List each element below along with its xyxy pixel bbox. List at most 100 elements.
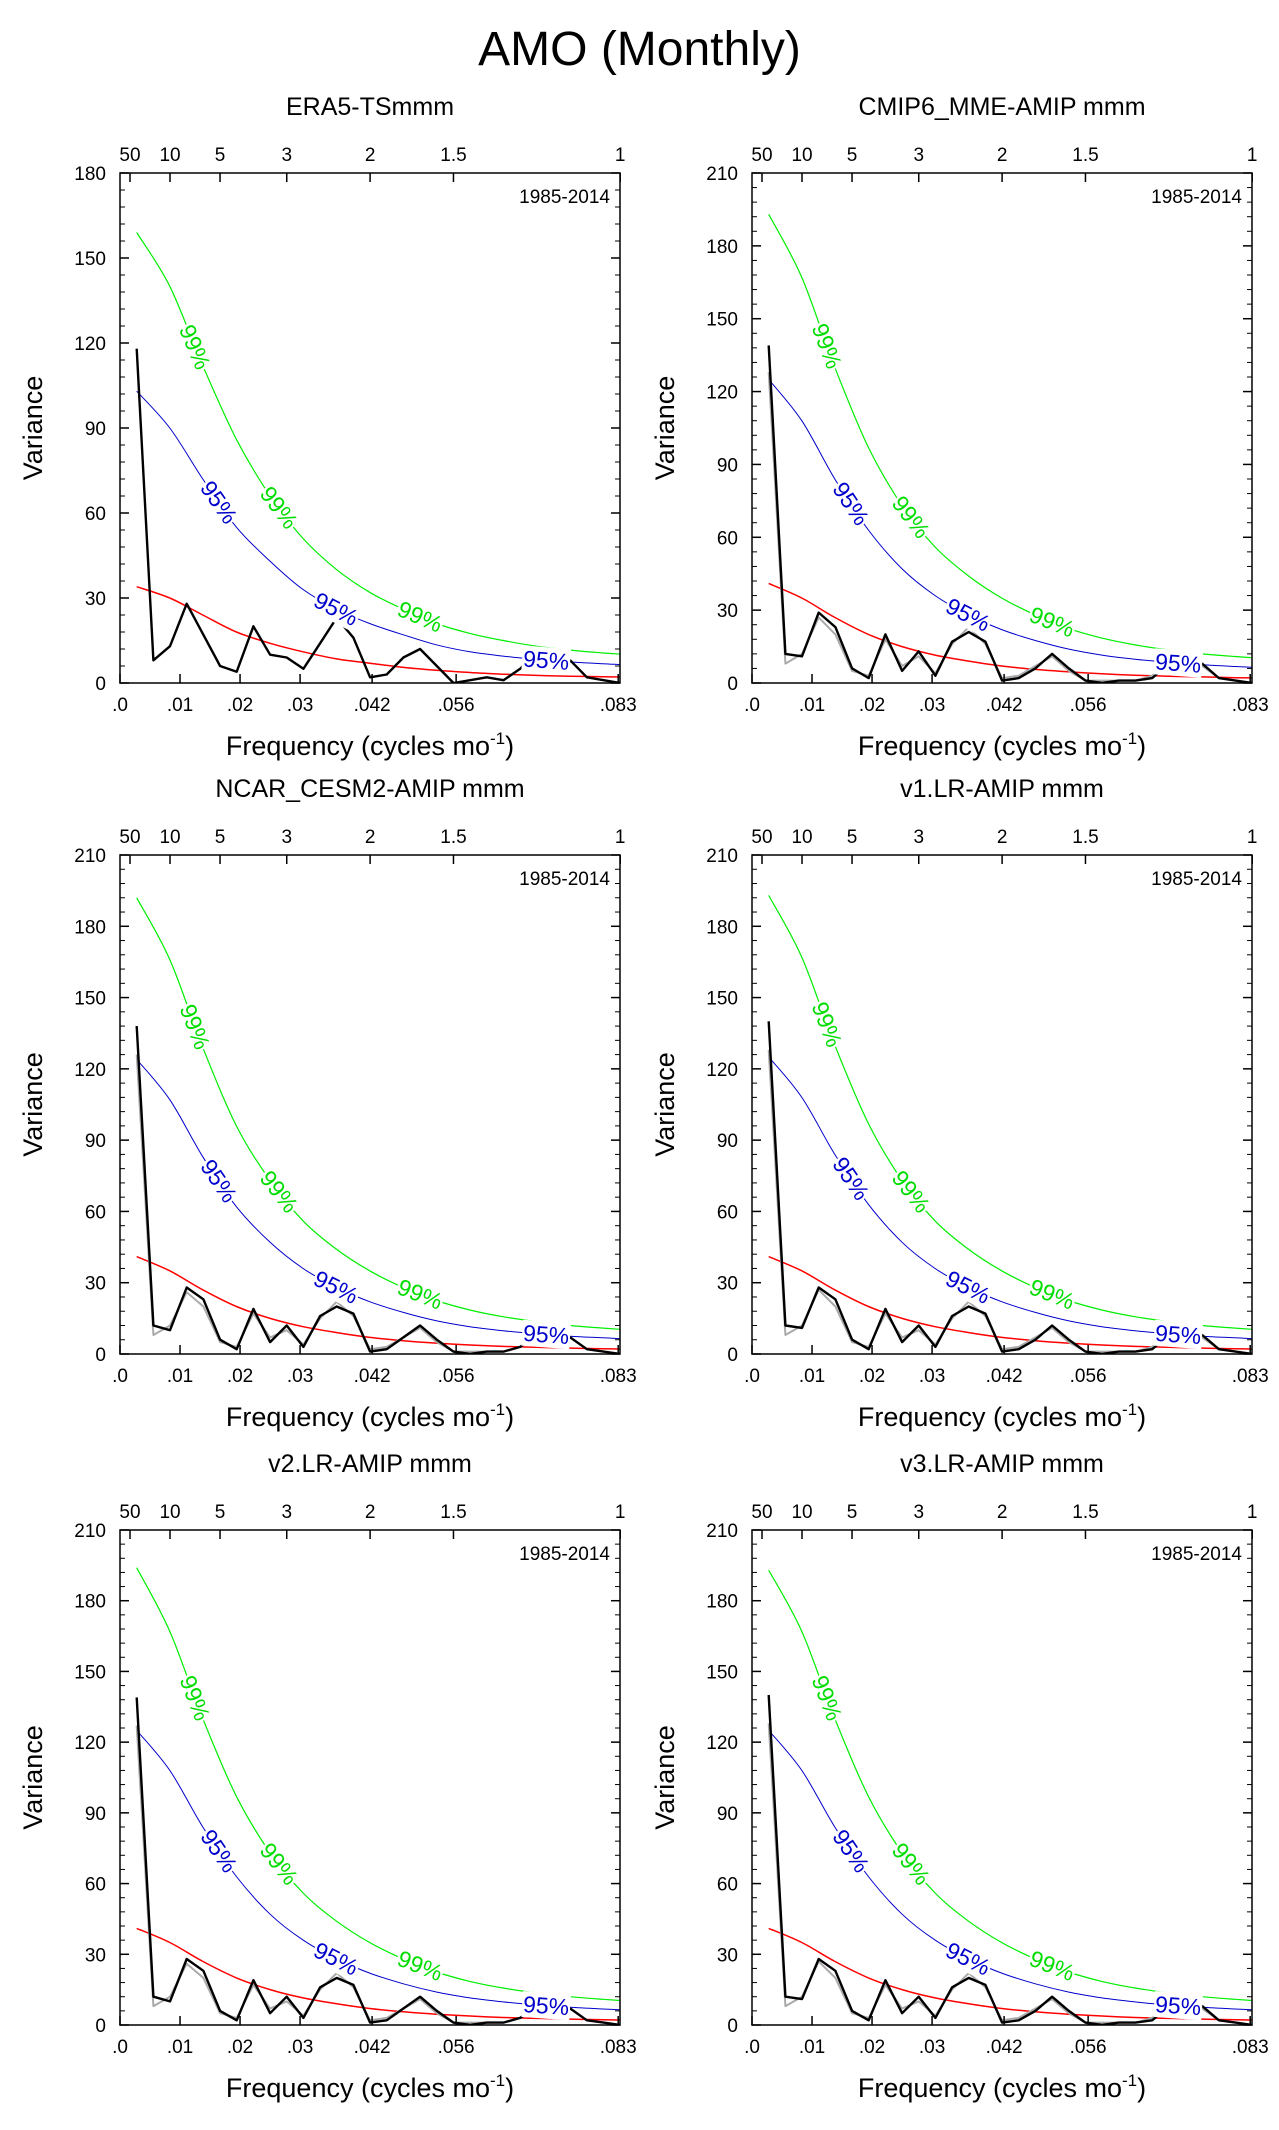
y-tick-label: 120 — [74, 1733, 106, 1754]
panel-title: v3.LR-AMIP mmm — [900, 1450, 1104, 1478]
y-tick-label: 0 — [727, 2016, 738, 2037]
plot-frame — [119, 172, 621, 684]
y-tick-label: 180 — [74, 164, 106, 185]
label-99-percent: 99% — [255, 1165, 304, 1217]
panel-title: NCAR_CESM2-AMIP mmm — [215, 775, 524, 803]
y-tick-label: 30 — [85, 589, 106, 610]
x-axis-label: Frequency (cycles mo-1) — [858, 729, 1146, 761]
label-99-percent: 99% — [1026, 1274, 1078, 1315]
label-99-percent: 99% — [394, 596, 447, 638]
x-tick-label: .02 — [859, 1366, 885, 1387]
x-tick-label: .0 — [112, 695, 128, 716]
top-tick-label: 10 — [791, 145, 812, 166]
y-axis-label: Variance — [18, 1725, 48, 1830]
curve-label-bg — [806, 319, 848, 374]
panel-title: v1.LR-AMIP mmm — [900, 775, 1104, 803]
x-axis-label-text: Frequency (cycles mo — [226, 2073, 490, 2103]
y-tick-label: 0 — [95, 674, 106, 695]
x-axis-label: Frequency (cycles mo-1) — [858, 2071, 1146, 2103]
top-tick-label: 50 — [751, 827, 772, 848]
top-tick-label: 50 — [119, 1502, 140, 1523]
top-tick-label: 5 — [215, 145, 226, 166]
x-axis-label: Frequency (cycles mo-1) — [226, 2071, 514, 2103]
top-tick-label: 2 — [365, 1502, 376, 1523]
y-tick-label: 0 — [95, 1345, 106, 1366]
curve-label-bg — [886, 1164, 937, 1219]
curve-label-bg — [174, 999, 216, 1054]
x-tick-label: .083 — [1232, 695, 1269, 716]
curve-label-bg — [826, 1823, 876, 1879]
top-tick-label: 3 — [281, 827, 292, 848]
top-tick-label: 1 — [1247, 1502, 1258, 1523]
panel-title: ERA5-TSmmm — [286, 93, 454, 121]
x-tick-label: .03 — [287, 1366, 313, 1387]
panel-3: NCAR_CESM2-AMIP mmm99%99%99%95%95%95%198… — [18, 775, 637, 1432]
label-95-percent: 95% — [1154, 1320, 1202, 1349]
top-tick-label: 10 — [159, 145, 180, 166]
y-axis-label: Variance — [650, 1725, 680, 1830]
curve-label-bg — [1153, 1990, 1204, 2021]
x-tick-label: .03 — [287, 2037, 313, 2058]
y-tick-label: 0 — [727, 674, 738, 695]
label-99-percent: 99% — [887, 491, 936, 543]
curve-label-bg — [826, 476, 876, 531]
label-99-percent: 99% — [807, 998, 848, 1050]
x-tick-label: .042 — [354, 2037, 391, 2058]
panel-title: CMIP6_MME-AMIP mmm — [858, 93, 1145, 121]
y-tick-label: 210 — [74, 846, 106, 867]
series-line-sig99 — [768, 895, 1252, 1330]
period-label: 1985-2014 — [1151, 869, 1242, 890]
top-tick-label: 2 — [997, 1502, 1008, 1523]
curve-label-bg — [194, 475, 244, 530]
top-tick-label: 1 — [615, 145, 626, 166]
y-tick-label: 150 — [706, 989, 738, 1010]
series-line-raw — [135, 1725, 620, 2025]
series-line-sig99 — [136, 1567, 620, 2002]
series-line-sig95 — [768, 1056, 1252, 1340]
x-axis-label-close: ) — [505, 731, 514, 761]
label-99-percent: 99% — [174, 321, 216, 374]
x-axis-label-sup: -1 — [490, 1400, 505, 1419]
x-tick-label: .03 — [919, 695, 945, 716]
y-tick-label: 60 — [717, 1875, 738, 1896]
label-99-percent: 99% — [887, 1165, 936, 1217]
figure-title: AMO (Monthly) — [478, 23, 801, 76]
top-tick-label: 5 — [215, 1502, 226, 1523]
plot-frame — [751, 172, 1253, 684]
label-99-percent: 99% — [175, 1001, 216, 1053]
series-line-spectrum — [767, 1021, 1252, 1354]
panel-6: v3.LR-AMIP mmm99%99%99%95%95%95%1985-201… — [650, 1450, 1269, 2103]
x-tick-label: .042 — [986, 695, 1023, 716]
curve-label-bg — [940, 592, 996, 638]
top-tick-label: 1.5 — [440, 1502, 466, 1523]
y-tick-label: 0 — [727, 1345, 738, 1366]
y-tick-label: 90 — [717, 455, 738, 476]
series-line-sig95 — [768, 379, 1252, 668]
curve-label-bg — [308, 1264, 364, 1310]
curve-label-bg — [254, 480, 304, 535]
curve-label-bg — [886, 1836, 937, 1891]
curve-label-bg — [254, 1836, 305, 1891]
curve-label-bg — [392, 595, 448, 638]
period-label: 1985-2014 — [519, 187, 610, 208]
plot-frame — [119, 854, 621, 1355]
label-99-percent: 99% — [1026, 601, 1078, 642]
series-group — [135, 232, 620, 683]
y-tick-label: 60 — [85, 504, 106, 525]
top-tick-label: 5 — [215, 827, 226, 848]
x-tick-label: .056 — [1070, 695, 1107, 716]
label-95-percent: 95% — [522, 645, 570, 675]
plot-frame — [119, 1529, 621, 2026]
plot-frame — [751, 1529, 1253, 2026]
curve-label-bg — [173, 319, 217, 375]
curve-label-bg — [1025, 1273, 1080, 1316]
top-tick-label: 10 — [159, 1502, 180, 1523]
series-group — [767, 1569, 1252, 2025]
curve-label-bg — [940, 1936, 996, 1982]
x-tick-label: .056 — [438, 2037, 475, 2058]
x-axis-label-sup: -1 — [490, 729, 505, 748]
period-label: 1985-2014 — [519, 869, 610, 890]
top-tick-label: 3 — [913, 145, 924, 166]
x-tick-label: .042 — [986, 1366, 1023, 1387]
